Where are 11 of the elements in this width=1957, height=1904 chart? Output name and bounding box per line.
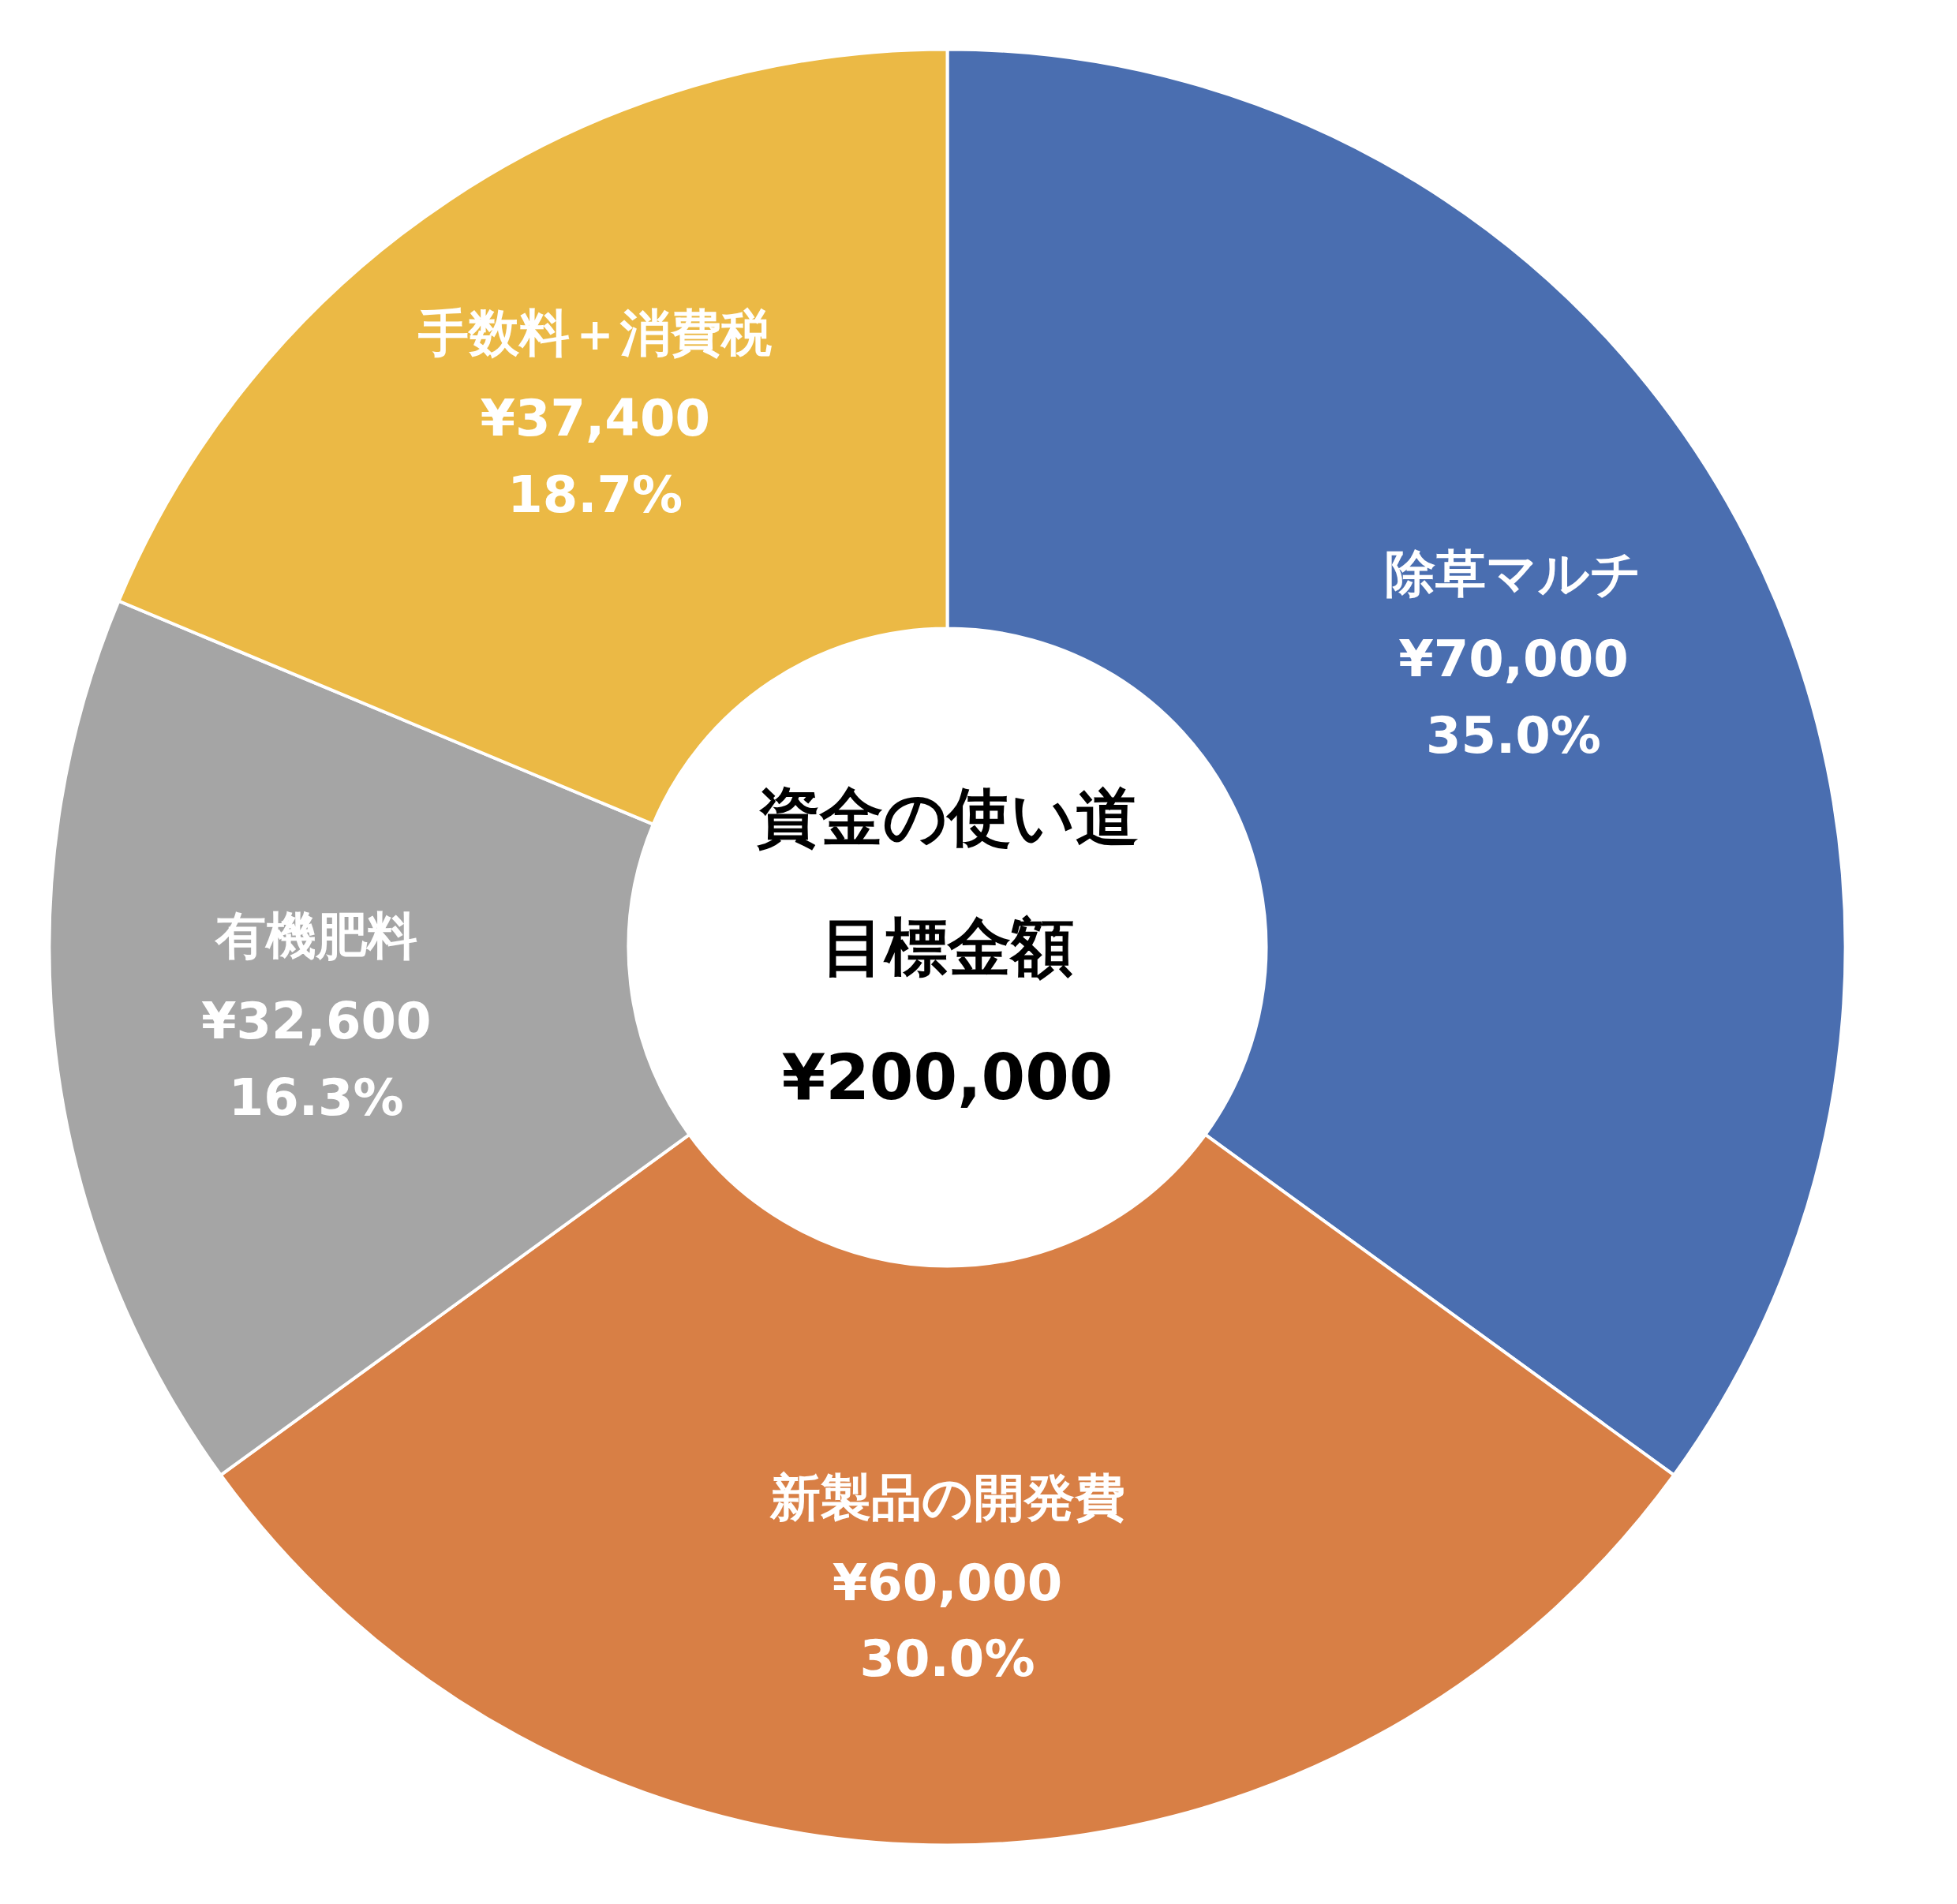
- text: 資金の使い道: [756, 780, 1139, 854]
- data-label: ¥70,000 35.0%: [1398, 629, 1629, 765]
- data-label: ¥37,400 18.7%: [480, 389, 710, 525]
- slice-label: 新製品の開発費: [769, 1468, 1125, 1527]
- slice-label: 除草マルチ: [1384, 544, 1642, 603]
- slice-label: 手数料＋消費税: [417, 304, 773, 363]
- text: ¥200,000: [781, 1041, 1113, 1115]
- data-label: ¥32,600 16.3%: [200, 991, 432, 1127]
- text: 目標金額: [821, 911, 1074, 984]
- data-label: ¥60,000 30.0%: [832, 1553, 1063, 1689]
- slice-label: 有機肥料: [213, 906, 417, 965]
